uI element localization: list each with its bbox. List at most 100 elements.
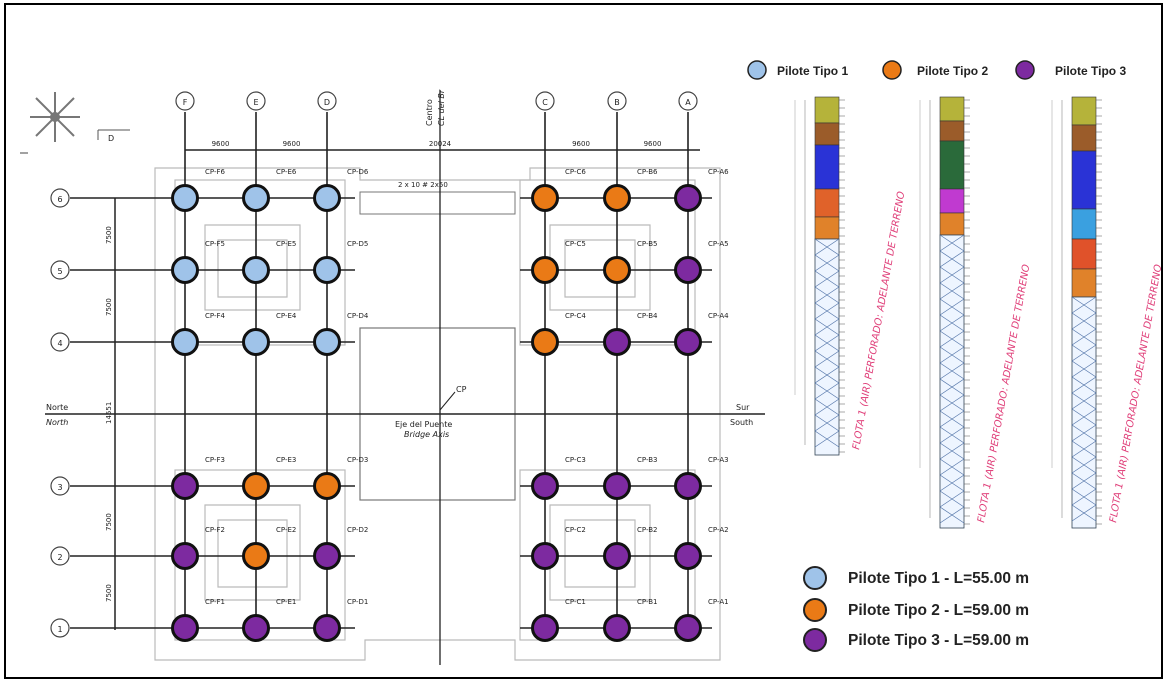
pile-label: CP-A6: [708, 168, 729, 176]
pile-CP-A1: CP-A1: [674, 598, 729, 642]
pile-CP-E2: CP-E2: [242, 526, 296, 570]
pile-marker: [171, 328, 199, 356]
center-label: Centro: [425, 99, 434, 126]
north-label: Norte: [46, 403, 68, 412]
pile-marker: [603, 328, 631, 356]
legend-swatch: [747, 60, 767, 80]
pile-label: CP-C3: [565, 456, 586, 464]
pile-CP-E1: CP-E1: [242, 598, 296, 642]
soil-layer: [939, 212, 965, 236]
pile-label: CP-A4: [708, 312, 729, 320]
south-label-en: South: [730, 418, 753, 427]
row-bubble-1: 1: [50, 618, 70, 638]
north-label-en: North: [46, 418, 68, 427]
pile-CP-F1: CP-F1: [171, 598, 225, 642]
legend-top: Pilote Tipo 1 Pilote Tipo 2 Pilote Tipo 3: [747, 60, 1126, 80]
bridge-axis-label: Eje del Puente: [395, 420, 452, 429]
pile-label: CP-C2: [565, 526, 586, 534]
pile-marker: [674, 614, 702, 642]
column-bubble-E: E: [246, 91, 266, 111]
legend-label: Pilote Tipo 2: [917, 64, 988, 78]
pile-marker: [313, 472, 341, 500]
soil-profile-1: FLOTA 1 (AIR) PERFORADO: ADELANTE DE TER…: [794, 96, 907, 456]
pile-marker: [242, 256, 270, 284]
column-spacing: 9600: [644, 140, 662, 148]
soil-profiles: FLOTA 1 (AIR) PERFORADO: ADELANTE DE TER…: [794, 96, 1164, 529]
pile-CP-B3: CP-B3: [603, 456, 658, 500]
legend-label: Pilote Tipo 3: [1055, 64, 1126, 78]
row-bubble-5: 5: [50, 260, 70, 280]
legend-swatch: [1015, 60, 1035, 80]
column-spacing: 20024: [429, 140, 452, 148]
pile-CP-A4: CP-A4: [674, 312, 729, 356]
pile-label: CP-A5: [708, 240, 729, 248]
legend-label: Pilote Tipo 3 - L=59.00 m: [848, 632, 1029, 649]
row-label: 6: [57, 195, 62, 204]
pile-shaft: [1071, 296, 1097, 529]
pile-label: CP-B5: [637, 240, 658, 248]
pile-label: CP-D1: [347, 598, 368, 606]
pile-marker: [313, 614, 341, 642]
pile-CP-D3: CP-D3: [313, 456, 368, 500]
pile-CP-E6: CP-E6: [242, 168, 297, 212]
compass-label: D: [108, 134, 114, 143]
tie-beam: 2 x 10 # 2x50: [359, 181, 516, 215]
pile-label: CP-E3: [276, 456, 296, 464]
pile-label: CP-B4: [637, 312, 658, 320]
pile-marker: [171, 256, 199, 284]
legend-label: Pilote Tipo 2 - L=59.00 m: [848, 602, 1029, 619]
bridge-axis-label-en: Bridge Axis: [404, 430, 449, 439]
pile-marker: [531, 472, 559, 500]
pile-CP-D2: CP-D2: [313, 526, 368, 570]
legend-swatch: [882, 60, 902, 80]
compass-icon: D: [20, 92, 130, 154]
pile-marker: [313, 328, 341, 356]
legend-label: Pilote Tipo 1 - L=55.00 m: [848, 570, 1029, 587]
labels-layer: F E D C B A 6 5 4 3 2 1 9600 9600 20024 9600 9600 7500 750…: [50, 91, 698, 638]
pile-label: CP-D3: [347, 456, 368, 464]
pile-CP-B2: CP-B2: [603, 526, 658, 570]
column-label: D: [324, 98, 330, 107]
pile-shaft: [814, 238, 840, 456]
legend-bottom-item-3: Pilote Tipo 3 - L=59.00 m: [803, 628, 1029, 652]
pile-label: CP-F4: [205, 312, 226, 320]
pile-label: CP-C6: [565, 168, 586, 176]
soil-layer: [1071, 208, 1097, 240]
column-spacing: 9600: [572, 140, 590, 148]
legend-bottom-item-2: Pilote Tipo 2 - L=59.00 m: [803, 598, 1029, 622]
pile-CP-D6: CP-D6: [313, 168, 369, 212]
pile-marker: [531, 328, 559, 356]
pile-marker: [603, 542, 631, 570]
pile-label: CP-D4: [347, 312, 369, 320]
pile-label: CP-E5: [276, 240, 296, 248]
pile-CP-C4: CP-C4: [531, 312, 586, 356]
row-bubble-3: 3: [50, 476, 70, 496]
pile-CP-F3: CP-F3: [171, 456, 225, 500]
pile-marker: [171, 614, 199, 642]
soil-layer: [939, 120, 965, 142]
pile-marker: [674, 328, 702, 356]
pile-marker: [313, 256, 341, 284]
pile-CP-C6: CP-C6: [531, 168, 586, 212]
pile-CP-C2: CP-C2: [531, 526, 586, 570]
column-bubble-B: B: [607, 91, 627, 111]
pile-label: CP-E6: [276, 168, 297, 176]
pile-CP-F6: CP-F6: [171, 168, 226, 212]
column-label: C: [542, 98, 548, 107]
column-bubble-C: C: [535, 91, 555, 111]
row-label: 5: [57, 267, 62, 276]
pile-label: CP-B6: [637, 168, 658, 176]
soil-layer: [814, 144, 840, 190]
pile-CP-A2: CP-A2: [674, 526, 729, 570]
row-bubble-6: 6: [50, 188, 70, 208]
pile-marker: [171, 542, 199, 570]
pile-marker: [531, 184, 559, 212]
soil-layer: [939, 188, 965, 214]
row-spacing: 7500: [105, 226, 113, 244]
soil-layer: [1071, 268, 1097, 298]
soil-profile-2: FLOTA 1 (AIR) PERFORADO: ADELANTE DE TER…: [919, 96, 1032, 529]
pile-marker: [603, 184, 631, 212]
column-label: E: [253, 98, 258, 107]
pile-marker: [242, 328, 270, 356]
legend-label: Pilote Tipo 1: [777, 64, 848, 78]
